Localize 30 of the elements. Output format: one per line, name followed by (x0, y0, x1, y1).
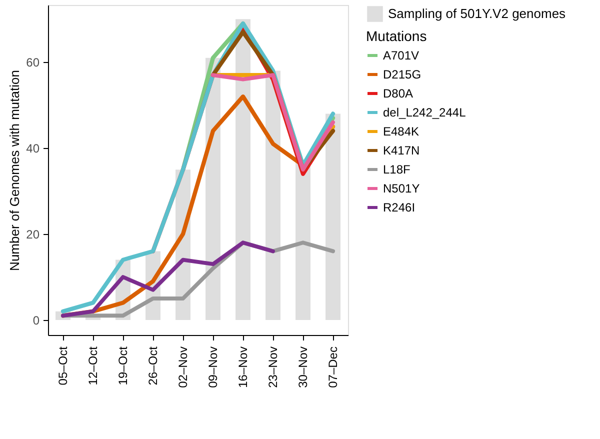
bar (266, 70, 280, 320)
x-tick-label: 09–Nov (206, 346, 220, 388)
x-tick-label: 16–Nov (236, 346, 250, 388)
legend-label: A701V (383, 48, 420, 62)
legend-label: del_L242_244L (383, 106, 466, 120)
x-tick-label: 23–Nov (266, 346, 280, 388)
legend-label: R246I (383, 200, 416, 214)
legend-label: K417N (383, 144, 420, 158)
legend-label: Sampling of 501Y.V2 genomes (388, 6, 566, 21)
y-tick-label: 0 (32, 313, 40, 328)
bar (326, 114, 340, 320)
legend-label: E484K (383, 124, 420, 138)
x-tick-label: 02–Nov (176, 346, 190, 388)
legend-label: N501Y (383, 182, 420, 196)
x-tick-label: 26–Oct (146, 346, 160, 386)
x-tick-label: 05–Oct (56, 346, 70, 386)
legend-label: D80A (383, 86, 414, 100)
y-tick-label: 40 (26, 142, 40, 156)
bar (296, 160, 310, 320)
x-tick-label: 12–Oct (86, 346, 100, 386)
x-tick-label: 07–Dec (326, 346, 340, 388)
y-tick-label: 20 (26, 228, 40, 242)
x-tick-label: 19–Oct (116, 346, 130, 386)
legend-title: Mutations (366, 28, 427, 44)
y-tick-label: 60 (26, 56, 40, 70)
legend-label: D215G (383, 68, 422, 82)
x-tick-label: 30–Nov (296, 346, 310, 388)
line-series (61, 240, 275, 318)
legend-label: L18F (383, 162, 410, 176)
y-axis-title: Number of Genomes with mutation (7, 70, 22, 271)
